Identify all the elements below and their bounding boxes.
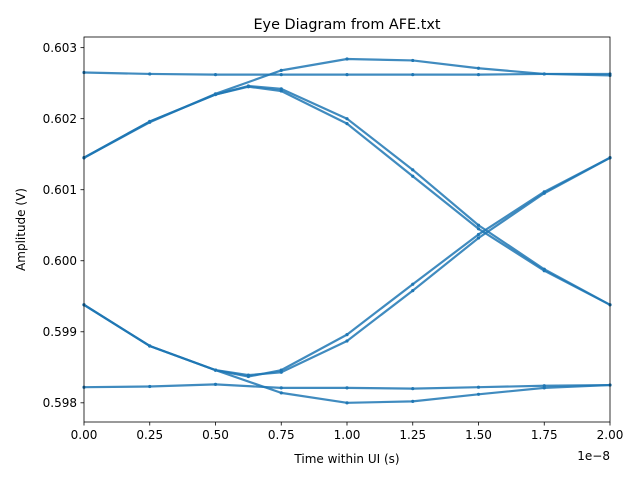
x-tick-label: 2.00 [597, 428, 624, 442]
y-tick-label: 0.601 [43, 183, 77, 197]
data-point [246, 374, 250, 379]
data-points [82, 57, 612, 405]
data-point [476, 66, 481, 70]
data-point [345, 117, 349, 121]
data-point [345, 122, 349, 126]
data-point [213, 92, 218, 97]
y-tick-label: 0.602 [43, 112, 77, 126]
x-tick-label: 1.75 [531, 428, 558, 442]
data-point [279, 73, 283, 77]
x-tick-label: 0.00 [71, 428, 98, 442]
data-point [411, 282, 415, 286]
data-point [411, 174, 415, 178]
data-point [148, 344, 152, 348]
data-point [279, 89, 283, 93]
data-point [542, 386, 546, 390]
x-tick-label: 1.50 [465, 428, 492, 442]
data-point [411, 73, 415, 77]
x-axis-offset-label: 1e−8 [577, 449, 610, 463]
y-axis-label: Amplitude (V) [14, 188, 28, 271]
data-point [476, 385, 481, 389]
data-point [542, 269, 546, 273]
y-tick-label: 0.599 [43, 325, 77, 339]
data-point [476, 236, 481, 240]
y-tick-label: 0.603 [43, 41, 77, 55]
data-point [411, 399, 415, 403]
data-point [279, 68, 283, 72]
data-point [148, 72, 152, 76]
data-point [279, 386, 283, 390]
data-point [345, 333, 349, 337]
eye-trace-8 [82, 156, 612, 378]
x-tick-label: 0.25 [136, 428, 163, 442]
data-point [213, 368, 218, 372]
data-point [542, 190, 546, 194]
data-point [476, 223, 481, 227]
data-point [279, 391, 283, 395]
data-point [279, 368, 283, 372]
data-point [476, 232, 481, 237]
data-point [411, 168, 415, 172]
data-point [345, 401, 349, 405]
plot-area [84, 37, 610, 422]
x-tick-label: 0.75 [268, 428, 295, 442]
data-point [411, 58, 415, 63]
data-point [476, 392, 481, 396]
eye-trace-6 [82, 85, 612, 306]
data-point [246, 85, 250, 89]
data-point [345, 386, 349, 390]
data-point [476, 73, 481, 77]
data-point [148, 384, 152, 389]
data-point [345, 339, 349, 343]
data-point [213, 73, 218, 77]
chart-title: Eye Diagram from AFE.txt [253, 17, 440, 33]
x-tick-label: 1.25 [399, 428, 426, 442]
data-point [345, 57, 349, 61]
data-point [476, 227, 481, 231]
x-axis-label: Time within UI (s) [293, 452, 399, 466]
y-tick-label: 0.600 [43, 254, 77, 268]
x-tick-label: 0.50 [202, 428, 229, 442]
plot-frame [83, 36, 611, 423]
x-tick-label: 1.00 [334, 428, 361, 442]
data-point [411, 387, 415, 391]
y-tick-label: 0.598 [43, 396, 77, 410]
data-point [213, 382, 218, 386]
data-point [542, 72, 546, 76]
data-point [148, 119, 152, 124]
y-axis-ticks: 0.598 0.599 0.600 0.601 0.602 0.603 [43, 41, 84, 410]
x-axis-ticks: 0.00 0.25 0.50 0.75 1.00 1.25 1.50 1.75 2.00 [71, 422, 624, 442]
data-point [345, 73, 349, 77]
data-point [411, 288, 415, 293]
